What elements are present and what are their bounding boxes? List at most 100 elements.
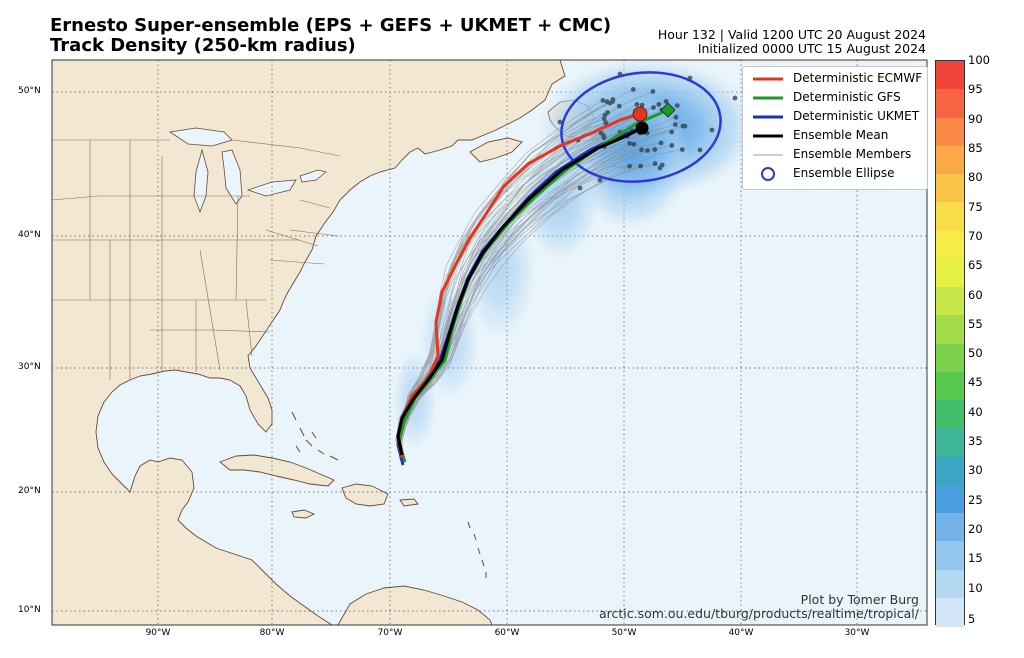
legend-label: Ensemble Ellipse xyxy=(793,166,895,180)
north-america-land xyxy=(52,60,566,625)
colorbar-tick-label: 50 xyxy=(968,346,983,361)
legend-label: Deterministic UKMET xyxy=(793,109,920,123)
colorbar-segment xyxy=(936,174,964,203)
ensemble-end-point xyxy=(672,122,678,127)
legend-label: Ensemble Mean xyxy=(793,128,889,142)
colorbar-tick-label: 40 xyxy=(968,404,983,419)
colorbar-segment xyxy=(936,145,964,175)
legend-ukmet-swatch xyxy=(753,115,783,119)
lon-label: 40°W xyxy=(728,628,754,638)
colorbar-tick-label: 75 xyxy=(968,199,983,214)
legend-label: Ensemble Members xyxy=(793,147,912,161)
colorbar-segment xyxy=(936,484,964,514)
colorbar-tick-label: 80 xyxy=(968,170,983,185)
ensemble-end-point xyxy=(607,100,613,106)
jamaica-island xyxy=(291,509,316,519)
colorbar-segment xyxy=(936,258,964,288)
ensemble-end-point xyxy=(627,163,632,169)
lon-label: 90°W xyxy=(145,628,171,638)
colorbar-segment xyxy=(936,230,964,260)
colorbar-tick-label: 20 xyxy=(968,522,983,537)
colorbar-segment xyxy=(936,513,964,542)
legend-item-ellipse: Ensemble Ellipse xyxy=(751,164,923,183)
map-title: Ernesto Super-ensemble (EPS + GEFS + UKM… xyxy=(50,15,612,36)
nova-scotia xyxy=(469,137,523,163)
colorbar-tick-label: 65 xyxy=(968,258,983,273)
colorbar-tick-label: 15 xyxy=(968,551,983,566)
colorbar-segment xyxy=(936,343,964,373)
legend-item-mean: Ensemble Mean xyxy=(751,126,923,145)
lon-label: 50°W xyxy=(611,628,637,638)
map-legend: Deterministic ECMWF Deterministic GFS De… xyxy=(742,66,928,190)
ensemble-end-point xyxy=(679,147,685,153)
puerto-rico-island xyxy=(399,498,419,507)
lon-label: 30°W xyxy=(844,628,870,638)
ensemble-end-point xyxy=(697,147,703,153)
ensemble-end-point xyxy=(645,148,650,153)
ensemble-member-track xyxy=(401,117,677,459)
map-frame xyxy=(51,59,928,626)
legend-item-ecmwf: Deterministic ECMWF xyxy=(751,69,923,88)
ensemble-end-point xyxy=(638,163,643,169)
hispaniola-island xyxy=(341,483,389,507)
colorbar-tick-label: 100 xyxy=(968,53,990,67)
gfs-end-point xyxy=(660,102,676,118)
lat-label: 20°N xyxy=(18,486,41,496)
ensemble-end-point xyxy=(631,141,637,147)
legend-ellipse-swatch xyxy=(761,167,775,181)
colorbar-tick-label: 35 xyxy=(968,434,983,449)
ensemble-end-point xyxy=(650,89,656,94)
colorbar-segment xyxy=(936,456,964,486)
ensemble-member-track xyxy=(398,149,683,458)
ensemble-end-point xyxy=(709,127,715,133)
colorbar-segment xyxy=(936,202,964,231)
colorbar-segment xyxy=(936,541,964,570)
colorbar-tick-label: 70 xyxy=(968,228,983,243)
legend-label: Deterministic ECMWF xyxy=(793,71,923,85)
source-url: arctic.som.ou.edu/tburg/products/realtim… xyxy=(598,606,919,621)
colorbar-tick-label: 30 xyxy=(968,463,983,478)
state-borders xyxy=(52,139,341,380)
ensemble-end-point xyxy=(682,123,688,129)
ensemble-end-point xyxy=(601,116,607,122)
legend-item-ukmet: Deterministic UKMET xyxy=(751,107,923,126)
colorbar-tick-label: 5 xyxy=(968,612,976,626)
ensemble-mean-track xyxy=(396,126,643,456)
ensemble-end-point xyxy=(601,133,606,138)
cuba-island xyxy=(219,454,335,487)
colorbar-segment xyxy=(936,371,964,401)
ensemble-end-point xyxy=(627,140,632,146)
ensemble-end-point xyxy=(663,99,669,104)
colorbar-tick-label: 85 xyxy=(968,140,983,155)
colorbar-tick-label: 60 xyxy=(968,287,983,302)
ensemble-end-point xyxy=(616,103,622,109)
colorbar-segment xyxy=(936,61,964,90)
ensemble-end-point xyxy=(651,105,656,110)
south-america-land xyxy=(337,585,493,625)
colorbar-tick-label: 95 xyxy=(968,82,983,97)
lon-label: 80°W xyxy=(259,628,285,638)
ensemble-end-point xyxy=(557,119,563,125)
ensemble-end-point xyxy=(603,120,609,126)
colorbar-segment xyxy=(936,569,964,599)
ensemble-end-point xyxy=(630,87,636,92)
plot-credit: Plot by Tomer Burg xyxy=(800,592,919,607)
ensemble-end-point xyxy=(639,102,645,108)
ensemble-end-point xyxy=(669,143,675,148)
legend-item-members: Ensemble Members xyxy=(751,145,923,164)
lat-label: 40°N xyxy=(18,230,41,240)
lon-label: 70°W xyxy=(377,628,403,638)
ensemble-end-point xyxy=(639,147,644,153)
ensemble-ellipse xyxy=(560,71,722,183)
ensemble-end-point xyxy=(732,95,738,101)
colorbar-segment xyxy=(936,89,964,118)
lat-label: 30°N xyxy=(18,362,41,372)
valid-time: Hour 132 | Valid 1200 UTC 20 August 2024 xyxy=(657,27,926,42)
ensemble-end-point xyxy=(652,161,658,166)
ensemble-end-point xyxy=(600,98,606,103)
ensemble-end-point xyxy=(652,147,658,152)
ensemble-end-point xyxy=(674,103,680,108)
legend-gfs-swatch xyxy=(753,96,783,100)
lesser-antilles xyxy=(467,521,487,578)
ensemble-end-point xyxy=(602,112,608,118)
